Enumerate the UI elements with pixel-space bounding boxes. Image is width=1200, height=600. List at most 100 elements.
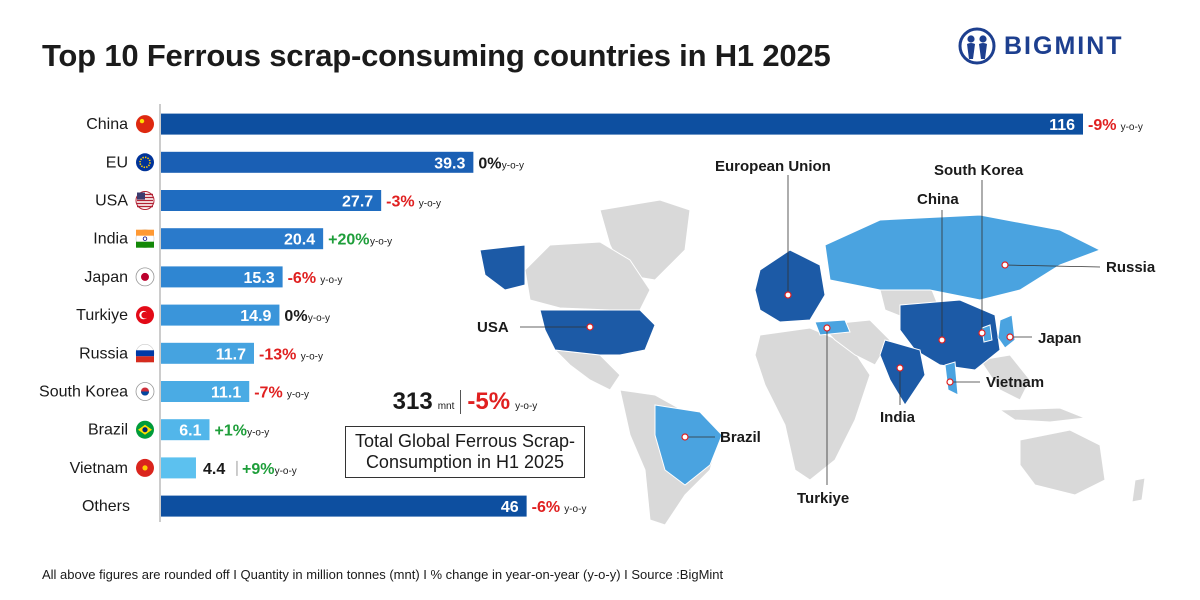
category-label-brazil: Brazil <box>88 422 128 439</box>
yoy-suffix-china: y-o-y <box>1121 122 1143 133</box>
mexico-shape <box>553 349 621 391</box>
bar-eu <box>161 151 474 173</box>
world-map: European Union South Korea China Russia … <box>477 158 1156 526</box>
flag-vietnam-star <box>142 465 148 471</box>
yoy-suffix-usa: y-o-y <box>419 199 441 210</box>
yoy-suffix-india: y-o-y <box>370 237 392 248</box>
value-label-south-korea: 11.1 <box>211 385 241 402</box>
flag-russia-blue <box>136 350 154 357</box>
bar-china <box>161 113 1083 135</box>
map-pins <box>586 261 1014 441</box>
alaska-region <box>479 244 526 291</box>
bar-vietnam <box>161 457 196 479</box>
value-label-others: 46 <box>501 499 519 516</box>
total-separator <box>460 390 462 414</box>
flag-eu-icon <box>136 153 154 172</box>
label-india: India <box>880 409 916 426</box>
bar-japan <box>161 266 283 288</box>
label-south-korea: South Korea <box>934 162 1024 179</box>
turkiye-region <box>814 319 851 336</box>
flag-turkiye-crescent-cut <box>141 311 149 319</box>
yoy-change-china: -9% <box>1088 117 1116 134</box>
category-label-south-korea: South Korea <box>39 384 128 401</box>
value-label-turkiye: 14.9 <box>240 308 271 325</box>
label-russia: Russia <box>1106 259 1156 276</box>
label-turkiye: Turkiye <box>797 490 849 507</box>
brand-logo: BIGMINT <box>958 26 1124 66</box>
flag-south-korea-blue <box>141 391 149 396</box>
value-label-india: 20.4 <box>284 232 315 249</box>
eu-region <box>754 249 826 323</box>
flag-usa-canton <box>137 192 145 200</box>
total-change: -5% <box>467 388 511 415</box>
category-label-vietnam: Vietnam <box>70 460 128 477</box>
yoy-change-vietnam: +9% <box>242 461 274 478</box>
value-label-usa: 27.7 <box>342 194 373 211</box>
label-brazil: Brazil <box>720 429 761 446</box>
total-yoy: y-o-y <box>515 401 538 412</box>
label-usa: USA <box>477 319 509 336</box>
yoy-change-turkiye: 0% <box>284 308 307 325</box>
flag-india-chakra <box>142 236 148 241</box>
yoy-change-russia: -13% <box>259 346 296 363</box>
australia-shape <box>1019 429 1106 496</box>
china-region <box>899 299 1001 371</box>
category-label-russia: Russia <box>79 345 128 362</box>
category-label-eu: EU <box>106 154 128 171</box>
brand-name: BIGMINT <box>1004 31 1124 60</box>
yoy-suffix-south-korea: y-o-y <box>287 390 309 401</box>
category-label-turkiye: Turkiye <box>76 307 128 324</box>
flag-brazil-globe <box>142 427 148 433</box>
yoy-change-others: -6% <box>532 499 560 516</box>
bar-brazil <box>161 419 210 441</box>
yoy-suffix-brazil: y-o-y <box>247 428 269 439</box>
footer-note: All above figures are rounded off I Quan… <box>42 567 724 582</box>
india-region <box>879 339 926 406</box>
bar-russia <box>161 342 254 364</box>
flag-russia-red <box>136 356 154 363</box>
category-label-usa: USA <box>95 193 128 210</box>
bar-india <box>161 228 324 250</box>
brand-people-icon <box>958 27 996 65</box>
yoy-suffix-others: y-o-y <box>564 504 586 515</box>
total-caption-line1: Total Global Ferrous Scrap- <box>354 431 576 451</box>
label-european-union: European Union <box>715 158 831 175</box>
bar-turkiye <box>161 304 280 326</box>
flag-india-green <box>136 241 154 248</box>
total-caption-box: Total Global Ferrous Scrap- Consumption … <box>345 426 585 478</box>
category-label-others: Others <box>82 498 130 515</box>
yoy-suffix-eu: y-o-y <box>502 160 524 171</box>
yoy-change-japan: -6% <box>288 270 316 287</box>
yoy-change-eu: 0% <box>478 155 501 172</box>
category-label-china: China <box>86 116 128 133</box>
bar-usa <box>161 190 382 211</box>
bar-others <box>161 495 527 517</box>
nz-shape <box>1131 477 1146 503</box>
brazil-region <box>654 404 723 486</box>
yoy-suffix-russia: y-o-y <box>301 351 323 362</box>
label-china: China <box>917 191 959 208</box>
yoy-change-india: +20% <box>328 232 369 249</box>
yoy-change-south-korea: -7% <box>254 385 282 402</box>
flag-japan-disc <box>141 272 149 281</box>
total-value: 313 <box>392 388 433 415</box>
yoy-suffix-japan: y-o-y <box>320 275 342 286</box>
value-label-japan: 15.3 <box>243 270 274 287</box>
canada-shape <box>524 241 651 311</box>
flag-india-saffron <box>136 229 154 236</box>
total-unit: mnt <box>437 401 455 412</box>
usa-region <box>539 309 656 356</box>
russia-region <box>824 214 1102 301</box>
total-caption-line2: Consumption in H1 2025 <box>365 452 565 472</box>
leader-lines <box>520 175 1101 485</box>
category-label-india: India <box>93 231 128 248</box>
asia-south-shape <box>979 354 1031 401</box>
japan-region <box>997 314 1016 349</box>
total-row: 313 mnt -5% y-o-y <box>345 388 585 416</box>
indonesia-shape <box>998 407 1086 423</box>
yoy-change-usa: -3% <box>386 194 414 211</box>
yoy-change-brazil: +1% <box>214 423 246 440</box>
value-label-eu: 39.3 <box>434 155 465 172</box>
value-label-russia: 11.7 <box>216 346 246 363</box>
